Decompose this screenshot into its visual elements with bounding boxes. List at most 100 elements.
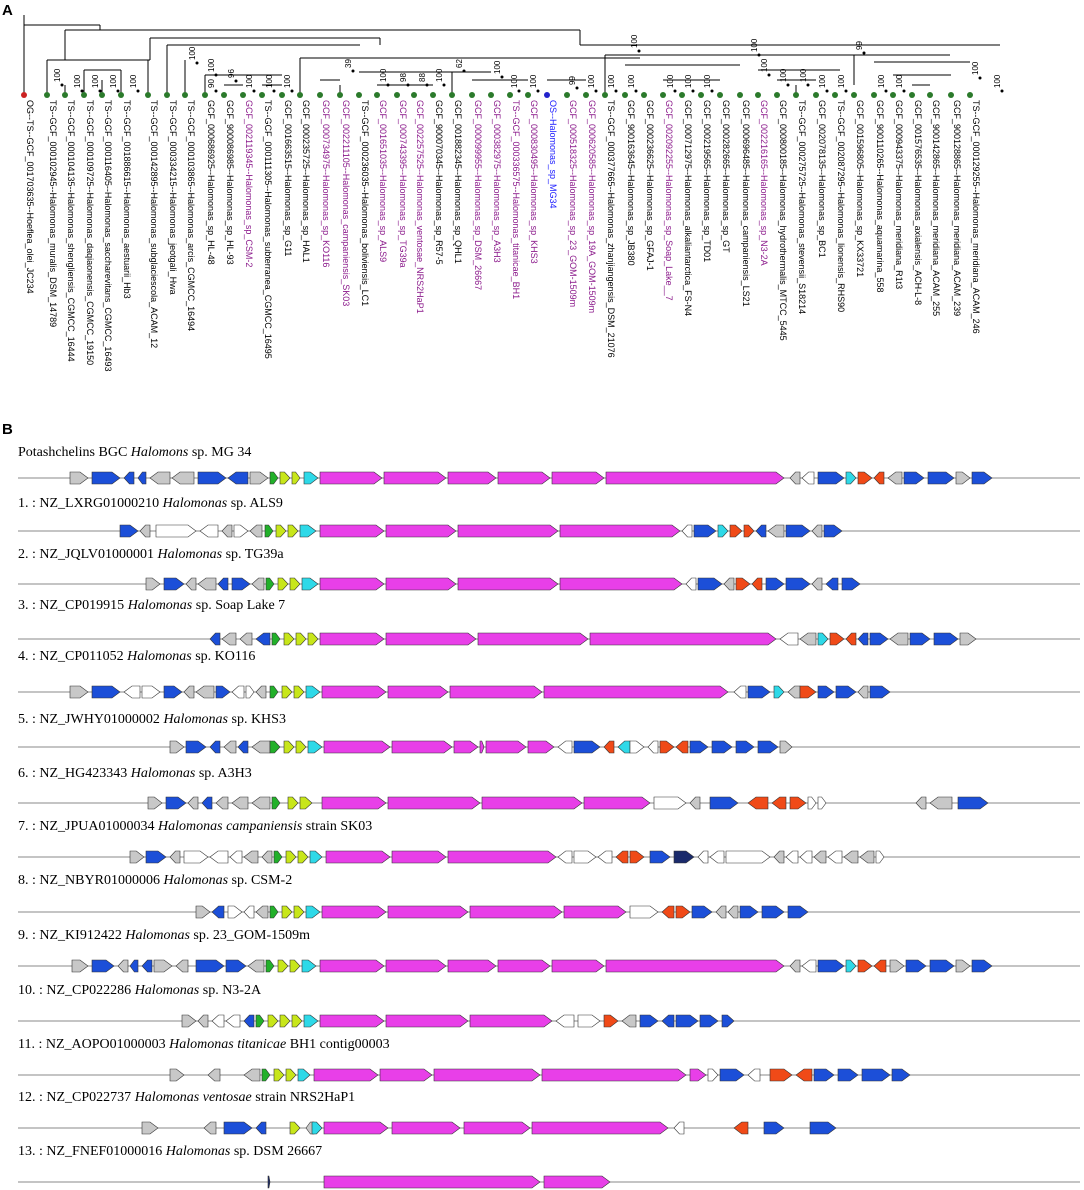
gene-arrow xyxy=(221,524,233,538)
gene-arrow xyxy=(785,524,811,538)
leaf-dot xyxy=(583,92,589,98)
gene-arrow xyxy=(709,850,725,864)
gene-arrow xyxy=(261,850,273,864)
gene-arrow xyxy=(269,471,279,485)
leaf-dot xyxy=(317,92,323,98)
gene-arrow xyxy=(933,632,959,646)
tree-leaf-label: TS--GCF_001886615--Halomonas_aestuarii_H… xyxy=(122,100,132,299)
gene-arrow xyxy=(817,471,845,485)
tree-leaf-label: GCF_001596805--Halomonas_sp_KX33721 xyxy=(855,100,865,277)
gene-arrow xyxy=(287,524,299,538)
gene-arrow xyxy=(147,796,163,810)
bootstrap-value: 99 xyxy=(568,76,577,85)
gene-arrow xyxy=(269,905,279,919)
leaf-dot xyxy=(202,92,208,98)
tree-leaf-label: TS--GCF_000236035--Halomonas_boliviensis… xyxy=(360,100,370,306)
gene-arrow xyxy=(857,471,873,485)
gene-arrow xyxy=(955,959,971,973)
bootstrap-value: 100 xyxy=(283,74,292,88)
gene-arrow xyxy=(273,1068,285,1082)
gene-arrow xyxy=(385,577,457,591)
leaf-dot xyxy=(602,92,608,98)
tree-leaf-label: TS--GCF_000103865--Halomonas_arcis_CGMCC… xyxy=(186,100,196,331)
leaf-dot xyxy=(145,92,151,98)
gene-arrow xyxy=(649,850,671,864)
cluster-title: 3. : NZ_CP019915 Halomonas sp. Soap Lake… xyxy=(18,598,285,613)
node-dot xyxy=(442,83,446,87)
gene-arrow xyxy=(165,796,187,810)
node-dot xyxy=(386,83,390,87)
gene-arrow xyxy=(789,796,807,810)
cluster-title: 11. : NZ_AOPO01000003 Halomonas titanica… xyxy=(18,1037,390,1052)
node-dot xyxy=(637,49,641,53)
gene-arrow xyxy=(605,959,785,973)
node-dot xyxy=(884,89,888,93)
gene-arrow xyxy=(299,796,313,810)
gene-arrow xyxy=(321,796,387,810)
gene-arrow xyxy=(707,1068,719,1082)
gene-arrow xyxy=(181,1014,197,1028)
bootstrap-value: 100 xyxy=(627,74,636,88)
gene-arrow xyxy=(285,850,297,864)
gene-arrow xyxy=(261,1068,271,1082)
node-dot xyxy=(673,89,677,93)
node-dot xyxy=(136,89,140,93)
node-dot xyxy=(60,83,64,87)
gene-arrow xyxy=(779,632,799,646)
leaf-dot xyxy=(337,92,343,98)
gene-arrow xyxy=(255,685,267,699)
tree-leaf-label: GCF_900163645--Halomonas_sp_JB380 xyxy=(626,100,636,266)
gene-arrow xyxy=(479,740,485,754)
leaf-dot xyxy=(660,92,666,98)
gene-arrow xyxy=(447,850,557,864)
gene-arrow xyxy=(823,524,843,538)
gene-arrow xyxy=(243,1014,255,1028)
node-dot xyxy=(786,83,790,87)
gene-arrow xyxy=(307,740,323,754)
bootstrap-value: 100 xyxy=(510,74,519,88)
gene-arrow xyxy=(391,1121,461,1135)
node-dot xyxy=(214,89,218,93)
gene-arrow xyxy=(689,796,701,810)
leaf-dot xyxy=(813,92,819,98)
gene-arrow xyxy=(857,632,869,646)
gene-arrow xyxy=(915,796,927,810)
gene-arrow xyxy=(761,905,785,919)
gene-arrow xyxy=(715,905,727,919)
leaf-dot xyxy=(679,92,685,98)
gene-arrow xyxy=(293,905,305,919)
leaf-dot xyxy=(507,92,513,98)
gene-arrow xyxy=(255,905,269,919)
tree-leaf-label: GCF_002257525--Halomonas_ventosae_NRS2Ha… xyxy=(415,100,425,314)
gene-arrow xyxy=(739,905,759,919)
leaf-dot xyxy=(297,92,303,98)
gene-arrow xyxy=(225,959,247,973)
gene-arrow xyxy=(689,1068,707,1082)
leaf-dot xyxy=(698,92,704,98)
gene-arrow xyxy=(385,959,447,973)
node-dot xyxy=(116,89,120,93)
bootstrap-value: 100 xyxy=(435,68,444,82)
gene-arrow xyxy=(527,740,555,754)
gene-arrow xyxy=(209,850,229,864)
gene-arrow xyxy=(837,1068,859,1082)
gene-arrow xyxy=(785,577,811,591)
gene-arrow xyxy=(675,1014,699,1028)
gene-arrow xyxy=(843,850,859,864)
bootstrap-value: 100 xyxy=(779,68,788,82)
panel-label-a: A xyxy=(2,2,13,19)
gene-arrow xyxy=(225,1014,241,1028)
gene-arrow xyxy=(765,577,785,591)
gene-arrow xyxy=(267,1014,279,1028)
gene-arrow xyxy=(69,471,89,485)
gene-arrow xyxy=(281,905,293,919)
gene-arrow xyxy=(325,850,391,864)
node-dot xyxy=(351,69,355,73)
gene-arrow xyxy=(605,471,785,485)
bootstrap-value: 39 xyxy=(344,59,353,68)
gene-arrow xyxy=(647,740,659,754)
tree-leaf-label: TS--GCF_000104135--Halomonas_shengliensi… xyxy=(66,100,76,362)
leaf-dot xyxy=(641,92,647,98)
gene-arrow xyxy=(119,524,139,538)
